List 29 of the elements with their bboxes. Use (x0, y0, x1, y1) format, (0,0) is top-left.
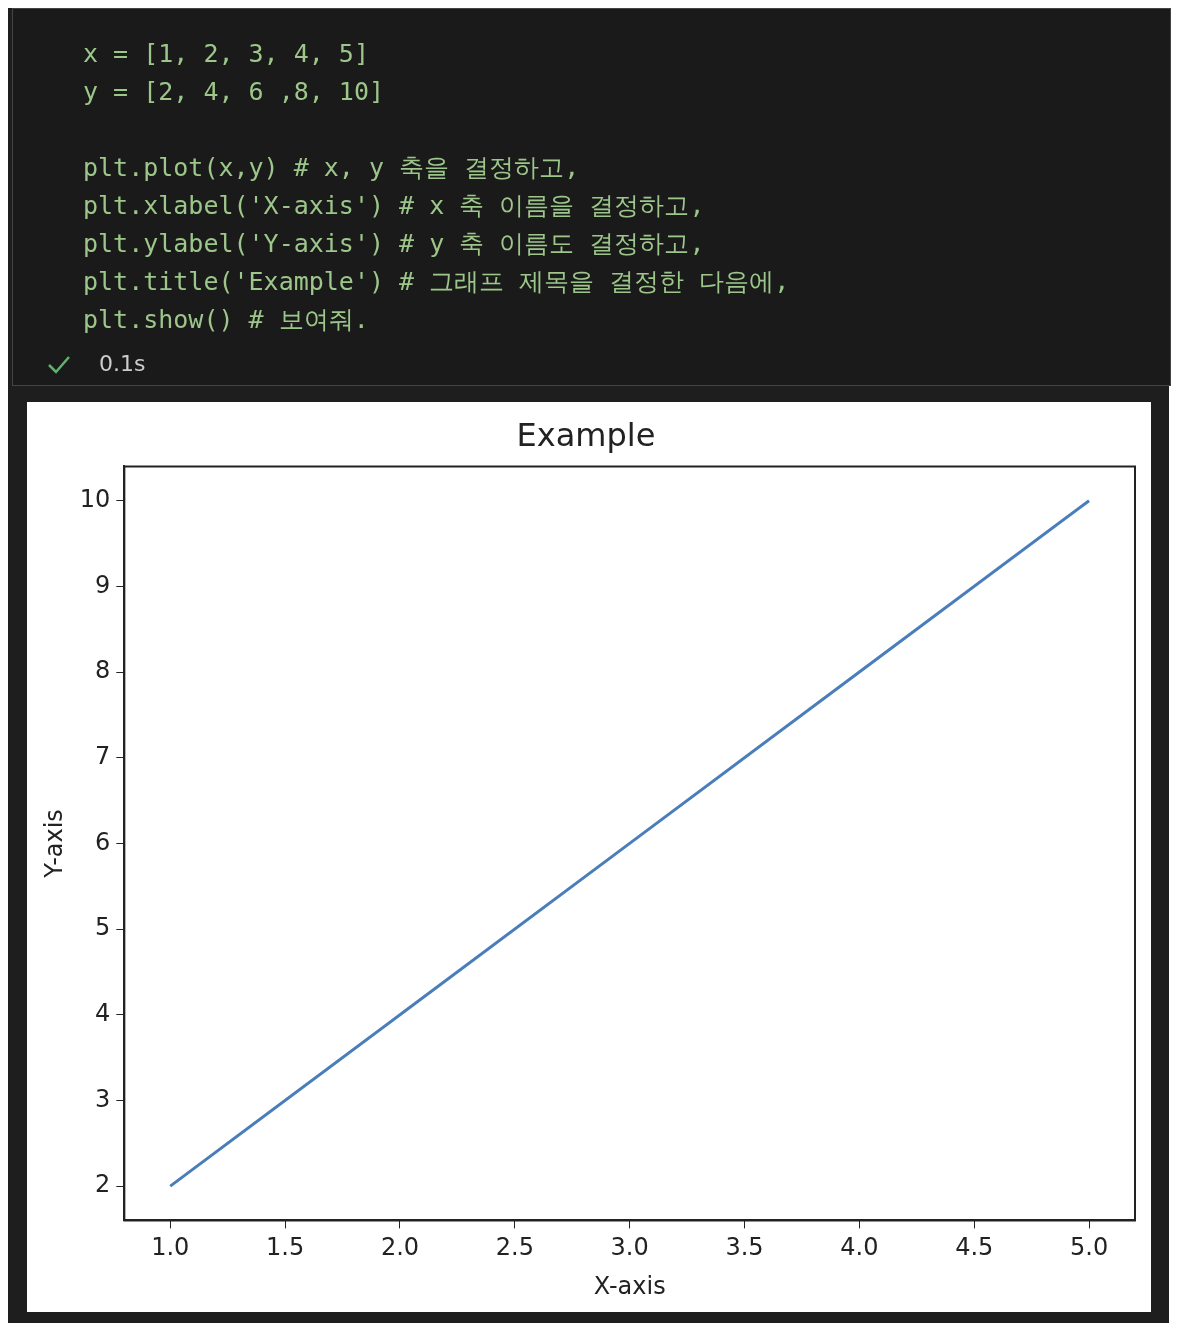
x-tick-label: 2.0 (380, 1233, 420, 1262)
y-tick-label: 9 (95, 570, 111, 599)
x-tick-label: 5.0 (1069, 1233, 1109, 1262)
x-tick-label: 4.0 (840, 1233, 879, 1262)
x-tick-label: 1.0 (151, 1233, 190, 1262)
y-tick-label: 3 (95, 1084, 111, 1113)
y-tick-label: 4 (95, 999, 111, 1027)
text: plt.plot(x,y) # x, y 축을 결정하고, (83, 152, 581, 184)
text: plt.title('Example') # 그래프 제목을 결정한 다음에, (83, 266, 791, 298)
chart-title: Example (516, 415, 656, 454)
x-tick-label: 3.0 (610, 1233, 649, 1262)
x-tick-label: 2.5 (495, 1233, 534, 1262)
text: plt.show() # 보여줘. (83, 304, 370, 336)
x-tick-label: 4.5 (955, 1233, 994, 1262)
text: plt.xlabel('X-axis') # x 축 이름을 결정하고, (83, 190, 706, 222)
x-tick-label: 1.5 (266, 1233, 305, 1262)
y-tick-label: 5 (95, 913, 111, 942)
y-tick-label: 8 (95, 656, 111, 685)
y-axis-title: Y-axis (39, 809, 68, 879)
y-tick-label: 7 (95, 741, 111, 770)
y-tick-label: 10 (79, 484, 111, 513)
text: x = [1, 2, 3, 4, 5] (83, 38, 370, 70)
y-tick-label: 6 (95, 827, 111, 856)
y-tick-label: 2 (95, 1170, 111, 1199)
text: 0.1s (99, 351, 146, 376)
text: plt.ylabel('Y-axis') # y 축 이름도 결정하고, (83, 228, 706, 260)
text: y = [2, 4, 6 ,8, 10] (83, 76, 386, 108)
x-axis-title: X-axis (593, 1271, 666, 1300)
x-tick-label: 3.5 (725, 1233, 764, 1262)
